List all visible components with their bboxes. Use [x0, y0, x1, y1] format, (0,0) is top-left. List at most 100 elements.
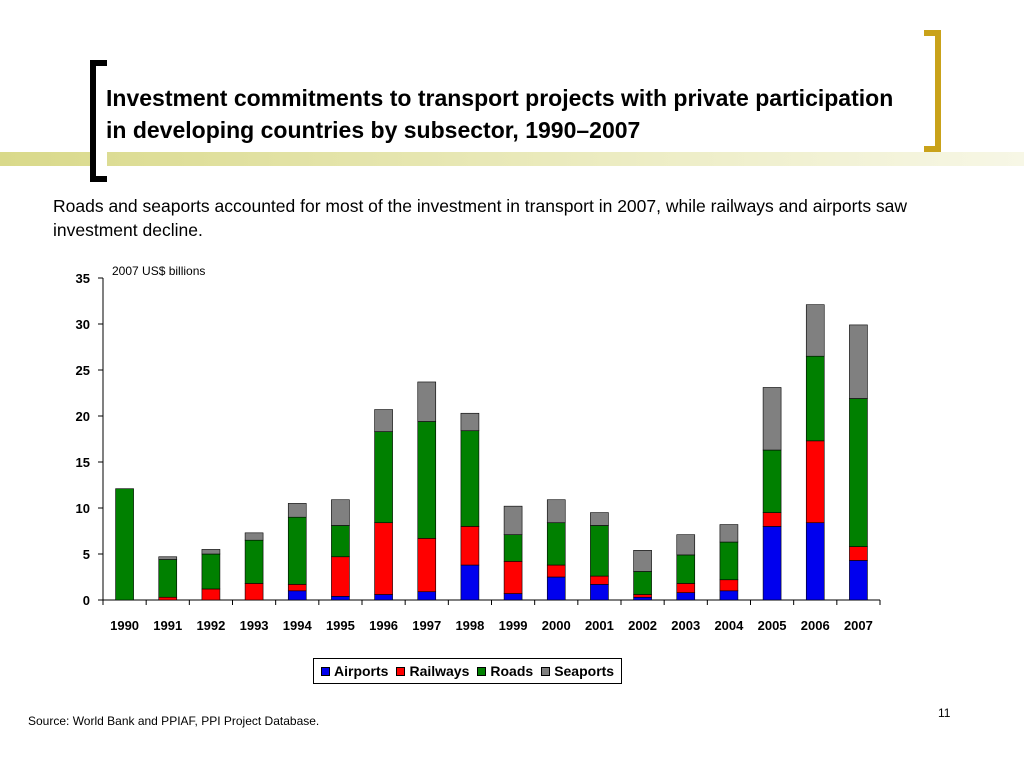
unit-label: 2007 US$ billions [112, 264, 205, 278]
bar-segment-roads [115, 488, 134, 601]
bar-segment-railways [503, 561, 523, 594]
page-number: 11 [938, 706, 951, 720]
bar-segment-railways [805, 440, 825, 524]
stacked-bar-chart: 0 5 10 15 20 25 30 35 2007 US$ billions 1990 1991 1… [76, 264, 881, 633]
bar-segment-railways [849, 546, 868, 561]
bar-segment-railways [331, 556, 350, 597]
bar-segment-seaports [417, 381, 437, 422]
bar-segment-roads [633, 571, 652, 595]
legend-item-seaports: Seaports [541, 663, 614, 679]
bar-segment-seaports [546, 499, 566, 524]
legend-swatch [477, 666, 487, 676]
bar-segment-seaports [331, 499, 350, 526]
x-tick-label: 1992 [196, 618, 225, 633]
x-tick-label: 2006 [801, 618, 830, 633]
bar-segment-railways [287, 584, 307, 592]
legend-item-railways: Railways [396, 663, 469, 679]
bar-segment-seaports [805, 304, 825, 357]
bar-segment-railways [762, 512, 782, 527]
x-tick-label: 2002 [628, 618, 657, 633]
bar-segment-roads [805, 355, 825, 442]
bar-segment-roads [244, 539, 264, 584]
source-note: Source: World Bank and PPIAF, PPI Projec… [28, 714, 320, 728]
legend-item-airports: Airports [321, 663, 388, 679]
bar-segment-airports [676, 592, 696, 601]
bar-segment-seaports [590, 512, 609, 526]
x-tick-label: 2005 [758, 618, 787, 633]
bar-segment-seaports [287, 503, 307, 518]
x-tick-label: 1997 [412, 618, 441, 633]
bar-segment-seaports [633, 550, 652, 572]
x-tick-label: 2007 [844, 618, 873, 633]
legend-label: Roads [490, 663, 534, 679]
bar-segment-seaports [460, 412, 480, 432]
right-bracket-decoration [924, 30, 941, 152]
y-tick-label: 30 [76, 317, 90, 332]
bar-segment-roads [719, 541, 739, 581]
bar-segment-roads [201, 553, 221, 590]
bar-segment-seaports [158, 556, 178, 560]
bar-segment-roads [460, 430, 480, 527]
bar-segment-airports [331, 596, 350, 601]
bar-segment-airports [546, 576, 566, 601]
y-tick-label: 5 [83, 547, 90, 562]
bar-segment-seaports [503, 505, 523, 535]
x-tick-label: 1991 [153, 618, 182, 633]
x-tick-label: 1995 [326, 618, 355, 633]
bar-segment-roads [676, 554, 696, 584]
legend-swatch [321, 666, 330, 676]
legend-label: Railways [409, 663, 470, 679]
bar-segment-railways [633, 594, 652, 598]
y-tick-label: 20 [76, 409, 90, 424]
bar-segment-airports [762, 526, 782, 601]
bar-segment-railways [460, 526, 480, 566]
bar-segment-railways [158, 596, 178, 601]
left-bracket-decoration [90, 60, 107, 182]
bar-segment-seaports [849, 324, 868, 399]
bar-segment-railways [676, 583, 696, 593]
x-tick-label: 1993 [240, 618, 269, 633]
bar-segment-railways [201, 588, 221, 601]
legend-item-roads: Roads [477, 663, 533, 679]
y-tick-label: 10 [76, 501, 90, 516]
x-tick-label: 1996 [369, 618, 398, 633]
bar-segment-roads [417, 421, 437, 539]
bar-segment-airports [805, 522, 825, 601]
bar-segment-seaports [201, 549, 221, 555]
bar-segment-airports [719, 590, 739, 601]
bar-segment-airports [460, 564, 480, 601]
bar-segment-railways [417, 538, 437, 593]
bar-segment-airports [590, 584, 609, 601]
bar-segment-roads [762, 449, 782, 513]
y-tick-label: 25 [76, 363, 90, 378]
bar-segment-roads [503, 534, 523, 562]
bar-segment-airports [417, 591, 437, 601]
x-tick-label: 2001 [585, 618, 614, 633]
y-tick-label: 0 [83, 593, 90, 608]
x-tick-label: 1999 [499, 618, 528, 633]
slide-title: Investment commitments to transport proj… [106, 85, 894, 143]
bar-segment-roads [374, 431, 393, 524]
bar-segment-seaports [719, 524, 739, 543]
bar-segment-airports [849, 560, 868, 601]
x-tick-label: 2004 [714, 618, 744, 633]
bar-segment-airports [374, 594, 393, 601]
bar-segment-airports [633, 596, 652, 601]
x-tick-label: 1998 [455, 618, 484, 633]
legend-label: Airports [334, 663, 389, 679]
chart-legend: Airports Railways Roads Seaports [313, 658, 623, 684]
bar-segment-railways [374, 522, 393, 595]
bar-segment-railways [244, 583, 264, 601]
x-tick-label: 2000 [542, 618, 571, 633]
slide-subtitle: Roads and seaports accounted for most of… [53, 196, 908, 240]
bar-segment-airports [287, 590, 307, 601]
x-tick-label: 2003 [671, 618, 700, 633]
bar-segment-seaports [762, 387, 782, 451]
y-tick-label: 35 [76, 271, 90, 286]
bar-segment-roads [331, 525, 350, 558]
legend-swatch [541, 666, 551, 676]
bar-segment-roads [546, 522, 566, 566]
bar-segment-roads [158, 559, 178, 598]
bar-segment-railways [546, 564, 566, 578]
bar-segment-seaports [676, 534, 696, 556]
